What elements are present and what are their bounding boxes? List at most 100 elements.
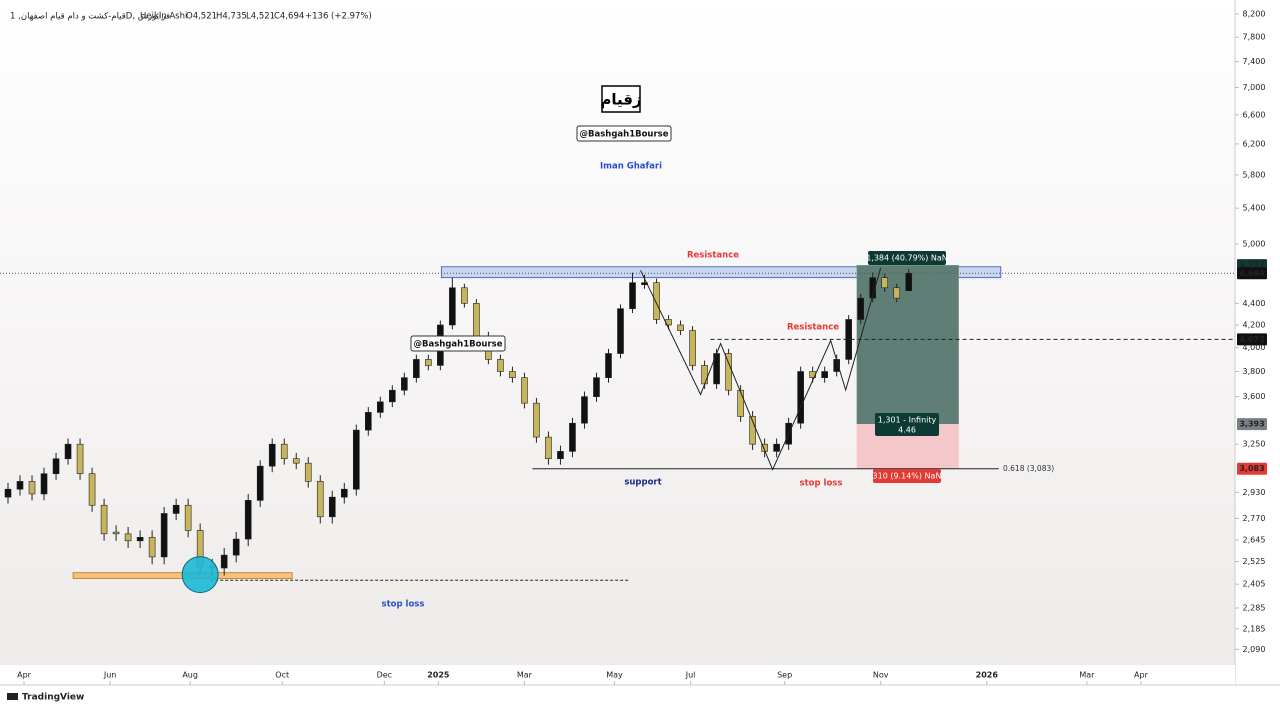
candle-body [881,277,889,289]
candle-body [76,443,84,475]
y-tick-label: 7,000 [1243,83,1266,92]
y-tick-label: 6,600 [1243,110,1266,119]
y-tick-label: 2,525 [1243,557,1266,566]
handle: @Bashgah1Bourse [414,340,503,350]
brand-icon [7,693,18,700]
candle-body [112,531,120,535]
candle-body [52,458,60,475]
high-label: H4,735 [216,12,247,22]
candle-body [244,500,252,540]
stop-loss-label: stop loss [382,600,425,610]
brand: TradingView [22,693,84,703]
candle-body [473,303,480,337]
close-label: C4,694 [274,12,304,22]
y-tick-label: 5,000 [1243,239,1266,248]
support-label: support [624,478,661,488]
x-tick-label: May [606,671,623,680]
x-tick-label: Aug [182,671,198,680]
target-box [868,251,946,265]
candle-body [160,513,168,558]
symbol: قیام-کشت و دام قیام اصفهان, 1D, فرابورس [10,12,170,22]
candle-body [821,371,828,378]
y-tick-label: 4,400 [1243,299,1266,308]
candle-body [689,330,696,366]
candle-body [797,371,804,424]
candle-body [581,396,588,424]
x-tick-label: Nov [873,671,889,680]
candle-body [220,554,228,569]
candle-body [352,429,360,490]
target-label: 1,384 (40.79%) NaN [866,254,948,263]
resistance-label: Resistance [687,251,739,261]
candle-body [124,533,132,542]
stop-label: 310 (9.14%) NaN [873,472,942,481]
candle-body [605,353,612,378]
candle-body [449,287,456,326]
candle-body [557,451,564,460]
candle-body [88,473,96,506]
ratio-label: 4.46 [898,426,916,435]
candle-body [401,377,408,391]
y-tick-label: 2,645 [1243,535,1266,544]
candle-body [292,458,300,464]
candle-body [100,504,108,535]
handle: @Bashgah1Bourse [580,130,669,140]
fib-label: 0.618 (3,083) [1003,464,1054,473]
trendline [640,267,882,471]
y-tick-label: 5,800 [1243,170,1266,179]
price-label-box [1237,418,1267,431]
candle-body [413,359,420,378]
candle-body [653,282,660,320]
candle-body [461,287,468,304]
x-tick-label: Jul [685,671,696,680]
price-label: 3,393 [1239,420,1264,429]
candle-body [509,371,516,378]
x-tick-label: Apr [17,671,32,680]
candle-body [4,488,12,498]
y-tick-label: 4,200 [1243,320,1266,329]
y-tick-label: 3,800 [1243,367,1266,376]
open-label: O4,521 [186,12,217,22]
resistance-zone [440,266,1002,279]
candle-body [256,465,264,501]
candle-body [773,443,780,452]
candle-body [521,377,528,404]
candle-body [425,359,432,366]
x-tick-label: 2025 [427,671,450,680]
candle-body [701,365,708,385]
candle-body [869,277,877,299]
y-tick-label: 7,800 [1243,33,1266,42]
candle-body [389,389,396,403]
candle-body [148,537,156,558]
candle-body [268,443,276,467]
candle-body [304,462,312,482]
resistance-label: Resistance [787,323,839,333]
author: Iman Ghafari [600,162,662,172]
y-tick-label: 2,285 [1243,603,1266,612]
candle-body [545,436,552,460]
candle-body [593,377,600,397]
price-label: 4,694 [1239,269,1265,278]
y-tick-label: 3,250 [1243,440,1266,449]
x-tick-label: 2026 [976,671,999,680]
handle-box [410,335,506,352]
candle-body [340,488,348,498]
candle-body [28,481,36,495]
candle-body [172,504,180,514]
x-tick-label: Mar [1079,671,1095,680]
low-label: L4,521 [246,12,275,22]
candle-body [377,401,384,413]
candle-body [749,416,756,445]
x-tick-label: Jun [103,671,117,680]
price-label-box [1237,333,1267,346]
y-tick-label: 3,600 [1243,392,1266,401]
candle-body [64,443,72,460]
y-tick-label: 7,400 [1243,57,1266,66]
logo-box [601,85,641,113]
handle-box [576,125,672,142]
x-tick-label: Dec [377,671,392,680]
candle-body [232,538,240,556]
price-label: 4,777 [1239,261,1264,270]
candle-body [280,443,288,460]
chart-style: Heikin Ashi [140,12,187,22]
